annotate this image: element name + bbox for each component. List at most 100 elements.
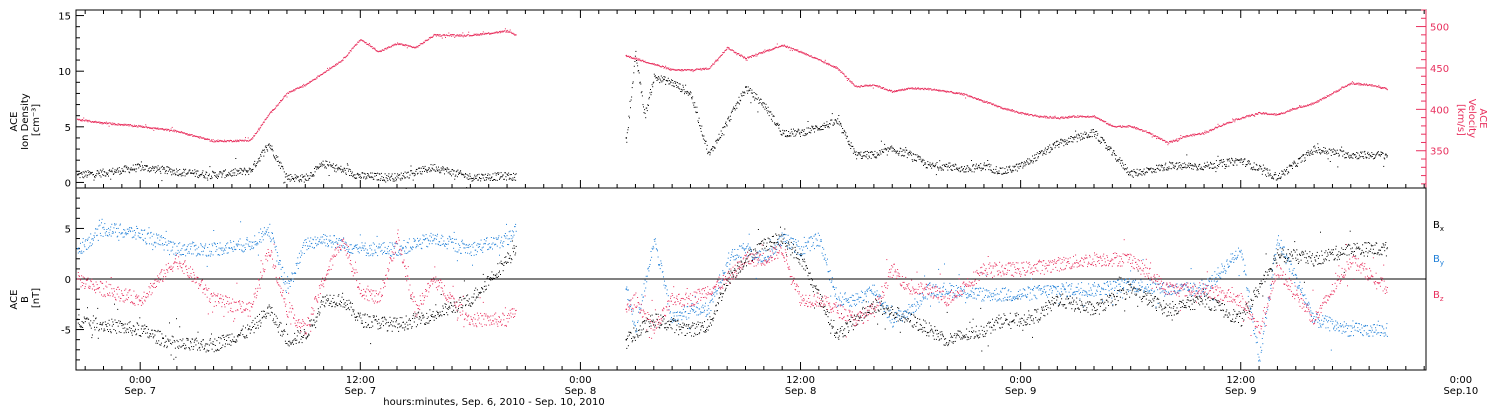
data-point xyxy=(768,115,770,117)
data-point xyxy=(1356,83,1358,85)
data-point xyxy=(931,167,933,169)
data-point xyxy=(125,330,127,332)
data-point xyxy=(1246,115,1248,117)
data-point xyxy=(253,135,255,137)
data-point xyxy=(167,170,169,172)
data-point xyxy=(235,158,237,159)
data-point xyxy=(1077,133,1079,135)
data-point xyxy=(1016,111,1018,113)
data-point xyxy=(204,138,205,140)
data-point xyxy=(121,124,123,126)
data-point xyxy=(276,105,278,107)
data-point xyxy=(1272,113,1273,115)
data-point xyxy=(1329,148,1331,150)
data-point xyxy=(489,174,491,176)
data-point xyxy=(807,133,808,135)
data-point xyxy=(696,106,698,108)
data-point xyxy=(1063,141,1065,143)
data-point xyxy=(441,169,443,171)
data-point xyxy=(506,173,508,175)
data-point xyxy=(94,121,95,123)
data-point xyxy=(1117,160,1119,162)
data-point xyxy=(1137,174,1139,176)
data-point xyxy=(1353,153,1354,155)
data-point xyxy=(242,334,244,336)
data-point xyxy=(1224,124,1225,126)
data-point xyxy=(860,85,862,87)
data-point xyxy=(162,128,163,130)
data-point xyxy=(273,109,274,111)
data-point xyxy=(726,47,728,49)
data-point xyxy=(687,91,689,93)
data-point xyxy=(983,162,985,164)
data-point xyxy=(1089,132,1091,133)
data-point xyxy=(217,349,219,351)
data-point xyxy=(1199,132,1201,134)
data-point xyxy=(438,35,440,37)
data-point xyxy=(1227,160,1229,162)
data-point xyxy=(672,82,674,84)
data-point xyxy=(180,131,182,133)
data-point xyxy=(397,173,399,175)
data-point xyxy=(1338,155,1340,157)
data-point xyxy=(889,90,891,91)
data-point xyxy=(633,72,635,74)
data-point xyxy=(799,133,801,135)
data-point xyxy=(698,68,699,70)
data-point xyxy=(1060,117,1062,119)
data-point xyxy=(935,89,937,91)
data-point xyxy=(144,168,146,170)
data-point xyxy=(270,110,272,112)
data-point xyxy=(320,301,322,303)
data-point xyxy=(169,130,170,132)
data-point xyxy=(206,343,208,345)
data-point xyxy=(677,69,679,71)
data-point xyxy=(97,122,99,123)
data-point xyxy=(145,332,147,334)
data-point xyxy=(1363,83,1365,85)
data-point xyxy=(355,177,357,179)
data-point xyxy=(456,34,458,36)
data-point xyxy=(422,166,424,168)
data-point xyxy=(1273,114,1275,116)
data-point xyxy=(748,90,750,92)
data-point xyxy=(1326,151,1327,153)
data-point xyxy=(301,336,303,337)
data-point xyxy=(1060,116,1061,118)
data-point xyxy=(978,165,979,166)
data-point xyxy=(746,58,747,59)
data-point xyxy=(1266,168,1268,170)
data-point xyxy=(1327,96,1329,97)
data-point xyxy=(228,141,230,143)
data-point xyxy=(221,176,223,178)
data-point xyxy=(314,168,315,169)
data-point xyxy=(286,323,287,325)
data-point xyxy=(163,167,164,169)
data-point xyxy=(946,90,948,92)
data-point xyxy=(379,173,381,175)
data-point xyxy=(1302,106,1304,108)
data-point xyxy=(476,175,478,177)
data-point xyxy=(657,77,658,79)
data-point xyxy=(1326,97,1327,99)
data-point xyxy=(993,103,995,105)
data-point xyxy=(674,82,676,84)
data-point xyxy=(664,78,665,80)
data-point xyxy=(825,124,827,126)
data-point xyxy=(264,151,266,153)
data-point xyxy=(404,171,406,173)
data-point xyxy=(237,336,239,338)
data-point xyxy=(89,171,91,173)
data-point xyxy=(665,65,667,67)
data-point xyxy=(753,92,755,93)
data-point xyxy=(1028,114,1030,116)
data-point xyxy=(846,77,848,79)
data-point xyxy=(971,160,972,161)
data-point xyxy=(713,146,715,148)
data-point xyxy=(701,69,703,71)
data-point xyxy=(865,85,867,87)
data-point xyxy=(360,39,362,41)
data-point xyxy=(983,100,985,102)
data-point xyxy=(368,175,370,177)
data-point xyxy=(878,153,880,155)
